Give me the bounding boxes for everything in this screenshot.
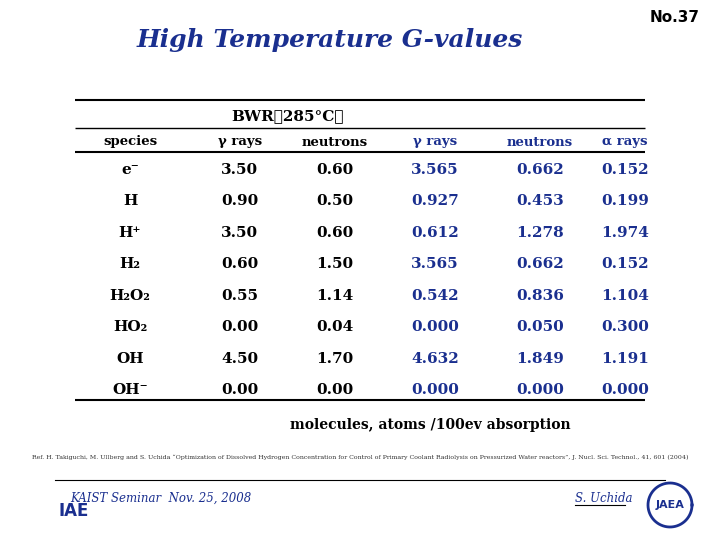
Text: 0.000: 0.000 [601, 383, 649, 397]
Text: 0.199: 0.199 [601, 194, 649, 208]
Text: 0.60: 0.60 [316, 226, 354, 240]
Text: 3.565: 3.565 [411, 163, 459, 177]
Text: 0.300: 0.300 [601, 320, 649, 334]
Text: Ref. H. Takiguchi, M. Ullberg and S. Uchida “Optimization of Dissolved Hydrogen : Ref. H. Takiguchi, M. Ullberg and S. Uch… [32, 455, 688, 461]
Text: molecules, atoms /100ev absorption: molecules, atoms /100ev absorption [289, 418, 570, 432]
Text: 1.191: 1.191 [601, 352, 649, 366]
Text: α rays: α rays [602, 136, 648, 148]
Text: 0.152: 0.152 [601, 257, 649, 271]
Text: High Temperature G-values: High Temperature G-values [137, 28, 523, 52]
Text: 0.60: 0.60 [316, 163, 354, 177]
Text: neutrons: neutrons [302, 136, 368, 148]
Text: 0.927: 0.927 [411, 194, 459, 208]
Text: 1.50: 1.50 [316, 257, 354, 271]
Text: OH⁻: OH⁻ [112, 383, 148, 397]
Text: 0.050: 0.050 [516, 320, 564, 334]
Text: 1.278: 1.278 [516, 226, 564, 240]
Text: 0.60: 0.60 [221, 257, 258, 271]
Text: 0.000: 0.000 [411, 320, 459, 334]
Text: neutrons: neutrons [507, 136, 573, 148]
Text: H: H [123, 194, 138, 208]
Text: JAEA: JAEA [656, 500, 685, 510]
Text: 4.50: 4.50 [222, 352, 258, 366]
Text: γ rays: γ rays [413, 136, 457, 148]
Text: S. Uchida: S. Uchida [575, 492, 632, 505]
Text: 0.453: 0.453 [516, 194, 564, 208]
Text: 3.565: 3.565 [411, 257, 459, 271]
Text: γ rays: γ rays [218, 136, 262, 148]
Text: 1.14: 1.14 [316, 289, 354, 303]
Text: H⁺: H⁺ [119, 226, 141, 240]
Text: 0.000: 0.000 [411, 383, 459, 397]
Text: 1.849: 1.849 [516, 352, 564, 366]
Text: species: species [103, 136, 157, 148]
Text: IAE: IAE [58, 502, 89, 520]
Text: 0.55: 0.55 [222, 289, 258, 303]
Text: 0.04: 0.04 [316, 320, 354, 334]
Text: 1.104: 1.104 [601, 289, 649, 303]
Text: 3.50: 3.50 [222, 226, 258, 240]
Text: 0.836: 0.836 [516, 289, 564, 303]
Text: 0.00: 0.00 [221, 320, 258, 334]
Text: HO₂: HO₂ [113, 320, 147, 334]
Text: H₂: H₂ [120, 257, 140, 271]
Text: 1.70: 1.70 [316, 352, 354, 366]
Text: 1.974: 1.974 [601, 226, 649, 240]
Text: 0.612: 0.612 [411, 226, 459, 240]
Text: 0.90: 0.90 [221, 194, 258, 208]
Text: 0.00: 0.00 [221, 383, 258, 397]
Text: 0.662: 0.662 [516, 257, 564, 271]
Text: 0.662: 0.662 [516, 163, 564, 177]
Text: KAIST Seminar  Nov. 25, 2008: KAIST Seminar Nov. 25, 2008 [70, 492, 251, 505]
Text: 3.50: 3.50 [222, 163, 258, 177]
Text: e⁻: e⁻ [121, 163, 139, 177]
Text: 0.000: 0.000 [516, 383, 564, 397]
Text: OH: OH [116, 352, 144, 366]
Text: 0.542: 0.542 [411, 289, 459, 303]
Text: 4.632: 4.632 [411, 352, 459, 366]
Text: No.37: No.37 [650, 10, 700, 25]
Text: 0.50: 0.50 [316, 194, 354, 208]
Text: 0.00: 0.00 [316, 383, 354, 397]
Text: 0.152: 0.152 [601, 163, 649, 177]
Text: H₂O₂: H₂O₂ [109, 289, 150, 303]
Text: BWR（285°C）: BWR（285°C） [231, 109, 343, 123]
